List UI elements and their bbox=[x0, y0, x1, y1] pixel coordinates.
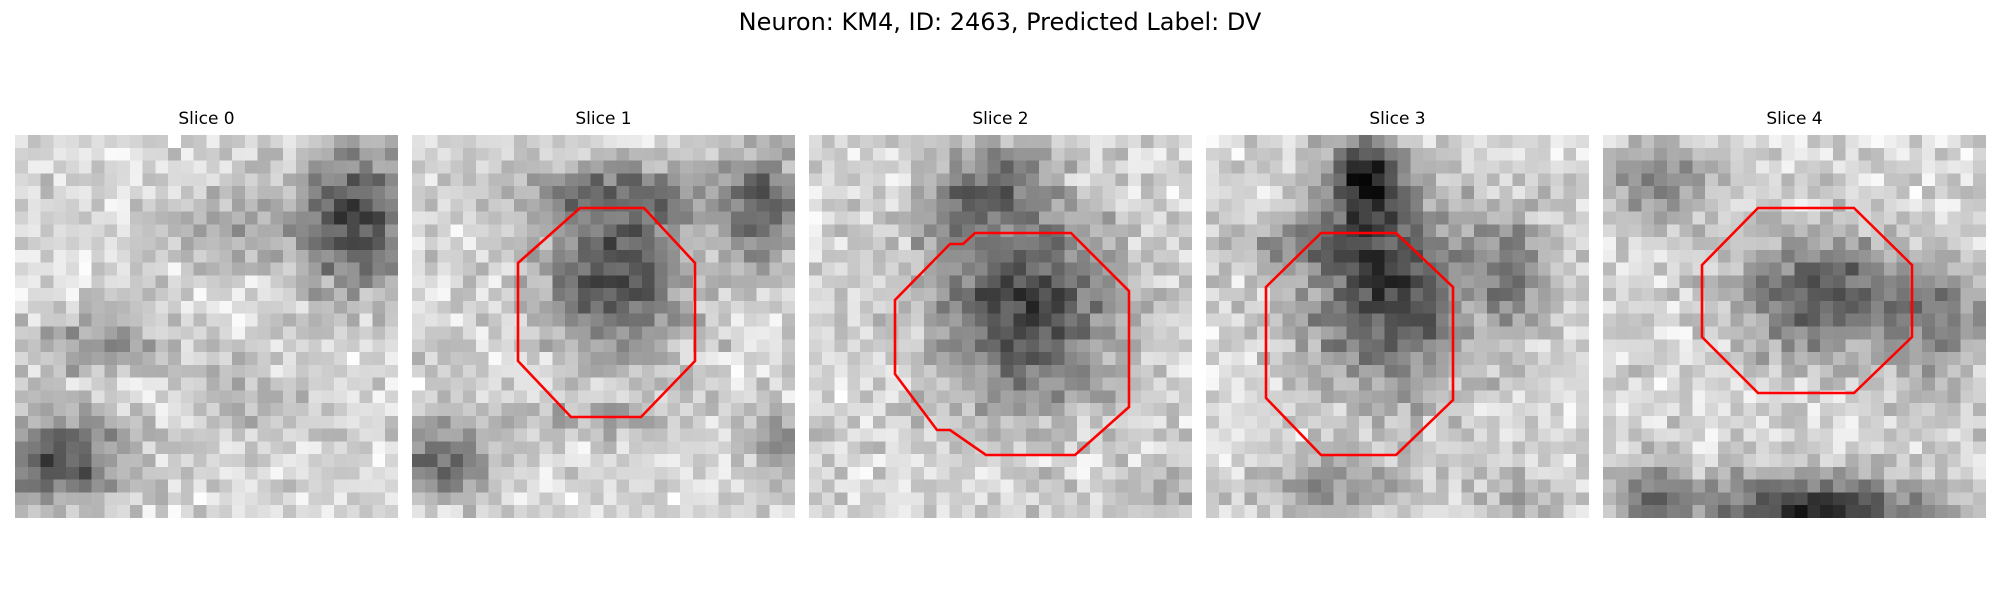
roi-outline bbox=[1264, 231, 1455, 457]
roi-outline bbox=[893, 231, 1131, 457]
roi-outline bbox=[516, 206, 697, 419]
roi-outline bbox=[1700, 206, 1914, 395]
microscopy-slice-image bbox=[1603, 135, 1986, 518]
slice-title: Slice 3 bbox=[1369, 109, 1426, 129]
figure-title: Neuron: KM4, ID: 2463, Predicted Label: … bbox=[738, 8, 1262, 36]
slice-title: Slice 4 bbox=[1766, 109, 1823, 129]
slice-image bbox=[1206, 135, 1589, 518]
slice-title: Slice 2 bbox=[972, 109, 1029, 129]
slice-image bbox=[412, 135, 795, 518]
microscopy-slice-image bbox=[412, 135, 795, 518]
slice-title: Slice 1 bbox=[575, 109, 632, 129]
roi-outline-overlay bbox=[1700, 206, 1914, 395]
roi-outline-overlay bbox=[893, 231, 1131, 457]
slice-image bbox=[1603, 135, 1986, 518]
roi-outline-overlay bbox=[1264, 231, 1455, 457]
microscopy-slice-image bbox=[15, 135, 398, 518]
roi-outline-overlay bbox=[516, 206, 697, 419]
slice-title: Slice 0 bbox=[178, 109, 235, 129]
slice-image bbox=[809, 135, 1192, 518]
slice-image bbox=[15, 135, 398, 518]
